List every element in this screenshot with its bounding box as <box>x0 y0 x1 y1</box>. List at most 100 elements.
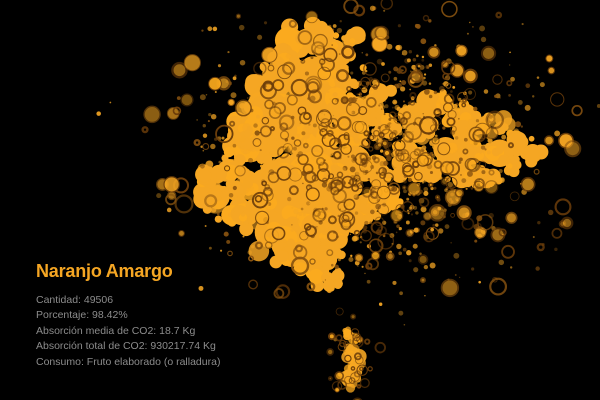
particle-speckle <box>539 82 545 88</box>
particle-ring <box>410 71 422 83</box>
particle-speckle <box>410 213 414 216</box>
particle-ring <box>374 341 386 354</box>
particle-ring <box>264 99 274 110</box>
particle-dot <box>295 64 312 81</box>
particle-speckle <box>323 147 327 151</box>
particle-speckle <box>461 178 467 184</box>
particle-speckle <box>358 93 361 96</box>
particle-speckle <box>277 127 279 129</box>
particle-ring <box>174 194 194 214</box>
particle-ring <box>341 45 355 59</box>
particle-speckle <box>430 186 434 191</box>
particle-speckle <box>548 209 554 216</box>
particle-speckle <box>407 177 413 183</box>
particle-speckle <box>201 29 204 32</box>
particle-speckle <box>416 54 419 58</box>
particle-speckle <box>517 100 523 105</box>
particle-ring <box>327 376 333 381</box>
particle-speckle <box>321 182 328 188</box>
particle-speckle <box>509 64 511 66</box>
particle-speckle <box>357 139 361 143</box>
particle-ring <box>428 182 434 188</box>
particle-speckle <box>204 225 207 227</box>
particle-ring <box>302 142 309 149</box>
particle-speckle <box>303 213 306 217</box>
particle-speckle <box>369 221 373 225</box>
list-item: Absorción total de CO2: 930217.74 Kg <box>36 339 336 355</box>
particle-speckle <box>319 237 325 243</box>
particle-speckle <box>305 123 310 128</box>
particle-speckle <box>406 209 410 212</box>
particle-speckle <box>176 96 181 101</box>
particle-ring <box>341 175 355 189</box>
particle-ring <box>343 134 350 141</box>
particle-ring <box>227 98 235 107</box>
particle-speckle <box>479 25 486 32</box>
particle-ring <box>282 143 293 154</box>
particle-speckle <box>199 94 206 101</box>
particle-ring <box>163 176 180 193</box>
particle-ring <box>323 47 338 62</box>
particle-speckle <box>532 236 535 239</box>
particle-ring <box>227 250 233 257</box>
particle-ring <box>407 71 424 88</box>
particle-ring <box>388 184 395 192</box>
stat-label: Cantidad: <box>36 293 81 306</box>
particle-speckle <box>343 64 349 70</box>
particle-ring <box>178 229 185 237</box>
particle-ring <box>367 146 374 152</box>
particle-speckle <box>413 267 419 273</box>
particle-speckle <box>250 189 252 192</box>
particle-ring <box>355 355 364 365</box>
particle-speckle <box>309 153 312 156</box>
particle-speckle <box>238 135 242 139</box>
particle-speckle <box>365 179 368 181</box>
particle-ring <box>248 279 259 290</box>
particle-speckle <box>390 170 395 174</box>
particle-ring <box>564 140 582 158</box>
particle-speckle <box>364 69 368 73</box>
particle-speckle <box>225 183 231 189</box>
particle-speckle <box>351 111 354 114</box>
particle-speckle <box>321 265 324 268</box>
particle-speckle <box>407 128 414 135</box>
particle-speckle <box>469 21 471 24</box>
particle-ring <box>377 204 390 216</box>
particle-ring <box>346 86 352 92</box>
particle-dot <box>344 369 350 376</box>
particle-speckle <box>364 220 369 226</box>
particle-speckle <box>291 206 294 209</box>
particle-ring <box>369 135 375 141</box>
particle-speckle <box>428 82 432 85</box>
particle-speckle <box>253 78 255 80</box>
particle-speckle <box>447 139 449 141</box>
particle-ring <box>364 338 371 345</box>
particle-ring <box>259 82 277 100</box>
particle-ring <box>484 180 499 195</box>
particle-ring <box>183 54 201 72</box>
particle-speckle <box>473 106 478 112</box>
particle-ring <box>335 334 343 342</box>
particle-ring <box>395 152 405 162</box>
particle-speckle <box>439 103 444 108</box>
particle-ring <box>550 92 565 107</box>
particle-ring <box>402 131 415 143</box>
particle-ring <box>342 211 354 222</box>
particle-speckle <box>356 93 359 96</box>
particle-ring <box>345 101 361 117</box>
particle-ring <box>332 150 342 160</box>
particle-speckle <box>271 142 277 149</box>
particle-speckle <box>412 243 418 249</box>
particle-speckle <box>357 265 359 267</box>
particle-speckle <box>353 82 358 87</box>
particle-ring <box>320 57 335 73</box>
particle-ring <box>533 168 540 175</box>
particle-ring <box>360 229 372 242</box>
particle-ring <box>427 45 441 59</box>
particle-speckle <box>220 249 223 252</box>
particle-speckle <box>296 133 301 138</box>
particle-speckle <box>216 212 220 216</box>
particle-speckle <box>515 121 522 128</box>
particle-dot <box>372 211 382 221</box>
particle-ring <box>370 221 384 234</box>
